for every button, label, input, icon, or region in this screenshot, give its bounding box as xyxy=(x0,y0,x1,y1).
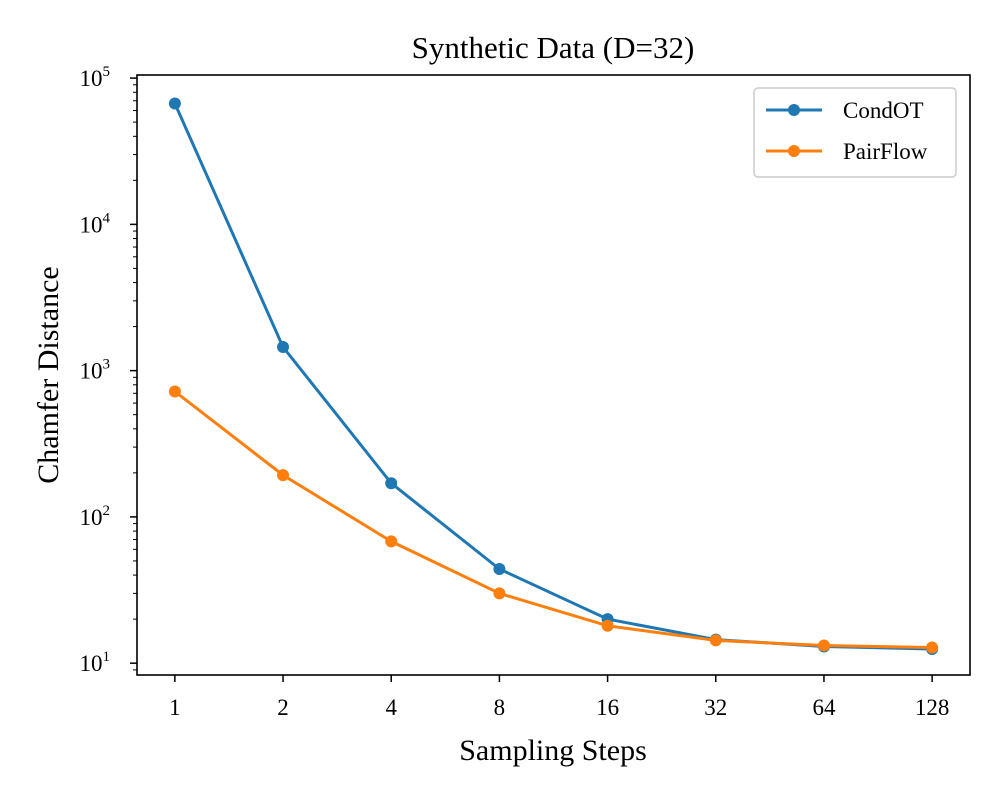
series-line-pairflow xyxy=(173,390,933,649)
legend-marker-pairflow xyxy=(788,145,800,157)
x-tick-label: 8 xyxy=(494,695,506,720)
data-point-pairflow xyxy=(601,619,614,632)
plot-marks xyxy=(168,97,939,655)
y-axis-label: Chamfer Distance xyxy=(32,266,65,483)
data-point-condot xyxy=(493,563,506,575)
data-point-condot xyxy=(385,477,398,490)
data-point-pairflow xyxy=(926,641,939,654)
data-point-pairflow xyxy=(385,535,398,548)
data-point-pairflow xyxy=(277,469,289,482)
plot-frame xyxy=(136,74,971,676)
x-tick-label: 1 xyxy=(169,695,181,720)
y-tick-label: 105 xyxy=(80,64,111,91)
x-tick-label: 32 xyxy=(704,695,727,720)
y-tick-label: 104 xyxy=(80,210,111,237)
data-point-condot xyxy=(277,341,289,353)
legend-marker-condot xyxy=(788,104,800,116)
y-tick-label: 101 xyxy=(80,649,111,676)
data-point-pairflow xyxy=(168,385,181,398)
y-axis-ticks: 101 102 103 104 105 xyxy=(80,64,137,676)
x-tick-label: 64 xyxy=(812,695,836,720)
chart-title: Synthetic Data (D=32) xyxy=(412,30,695,65)
series-line-condot xyxy=(173,102,933,651)
x-tick-label: 4 xyxy=(385,695,397,720)
x-axis-ticks: 1 2 4 8 16 32 64 128 xyxy=(169,675,949,720)
x-tick-label: 16 xyxy=(596,695,619,720)
data-point-pairflow xyxy=(818,639,830,652)
legend-label-pairflow: PairFlow xyxy=(843,139,928,164)
y-tick-label: 103 xyxy=(80,357,111,384)
data-point-pairflow xyxy=(493,587,506,600)
legend-label-condot: CondOT xyxy=(843,98,924,123)
x-tick-label: 2 xyxy=(277,695,289,720)
x-tick-label: 128 xyxy=(915,695,950,720)
x-axis-label: Sampling Steps xyxy=(459,734,647,767)
data-point-condot xyxy=(168,97,181,110)
legend: CondOT PairFlow xyxy=(753,87,957,178)
y-tick-label: 102 xyxy=(80,503,111,530)
data-point-pairflow xyxy=(709,634,722,647)
